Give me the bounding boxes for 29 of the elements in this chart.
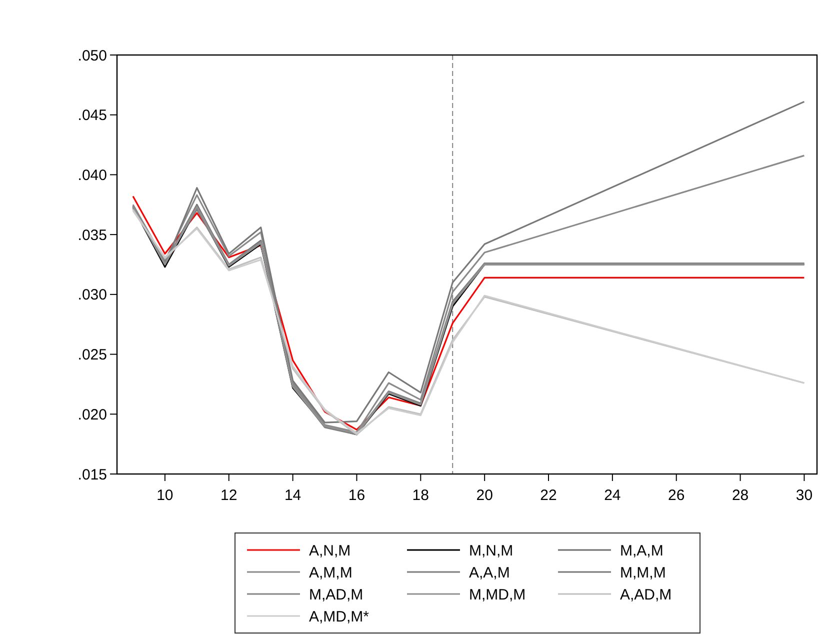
y-tick-label: .050 — [78, 47, 107, 64]
y-tick-label: .035 — [78, 226, 107, 244]
legend-label: A,N,M — [309, 542, 351, 560]
x-tick-label: 22 — [540, 487, 557, 504]
x-tick-label: 26 — [668, 487, 685, 504]
y-tick-label: .030 — [78, 286, 107, 304]
y-tick-label: .020 — [78, 406, 107, 424]
x-tick-label: 16 — [348, 487, 366, 504]
legend-label: M,MD,M — [469, 586, 526, 604]
y-tick-label: .040 — [78, 166, 107, 184]
x-tick-label: 28 — [732, 487, 749, 504]
legend-label: A,MD,M* — [309, 608, 370, 626]
y-tick-label: .025 — [78, 346, 107, 364]
x-tick-label: 30 — [796, 487, 813, 504]
legend-label: M,AD,M — [309, 586, 364, 604]
legend-label: M,A,M — [620, 542, 664, 560]
x-tick-label: 24 — [604, 487, 621, 504]
x-tick-label: 12 — [220, 487, 238, 504]
legend-label: M,M,M — [620, 564, 666, 582]
legend-label: A,A,M — [469, 564, 510, 582]
y-tick-label: .015 — [78, 466, 107, 484]
y-tick-label: .045 — [78, 107, 107, 124]
legend-label: A,AD,M — [620, 586, 672, 604]
x-tick-label: 20 — [476, 487, 493, 504]
legend-label: M,N,M — [469, 542, 514, 560]
legend-label: A,M,M — [309, 564, 352, 582]
x-tick-label: 18 — [412, 487, 429, 504]
x-tick-label: 14 — [284, 487, 302, 504]
x-tick-label: 10 — [156, 487, 174, 504]
